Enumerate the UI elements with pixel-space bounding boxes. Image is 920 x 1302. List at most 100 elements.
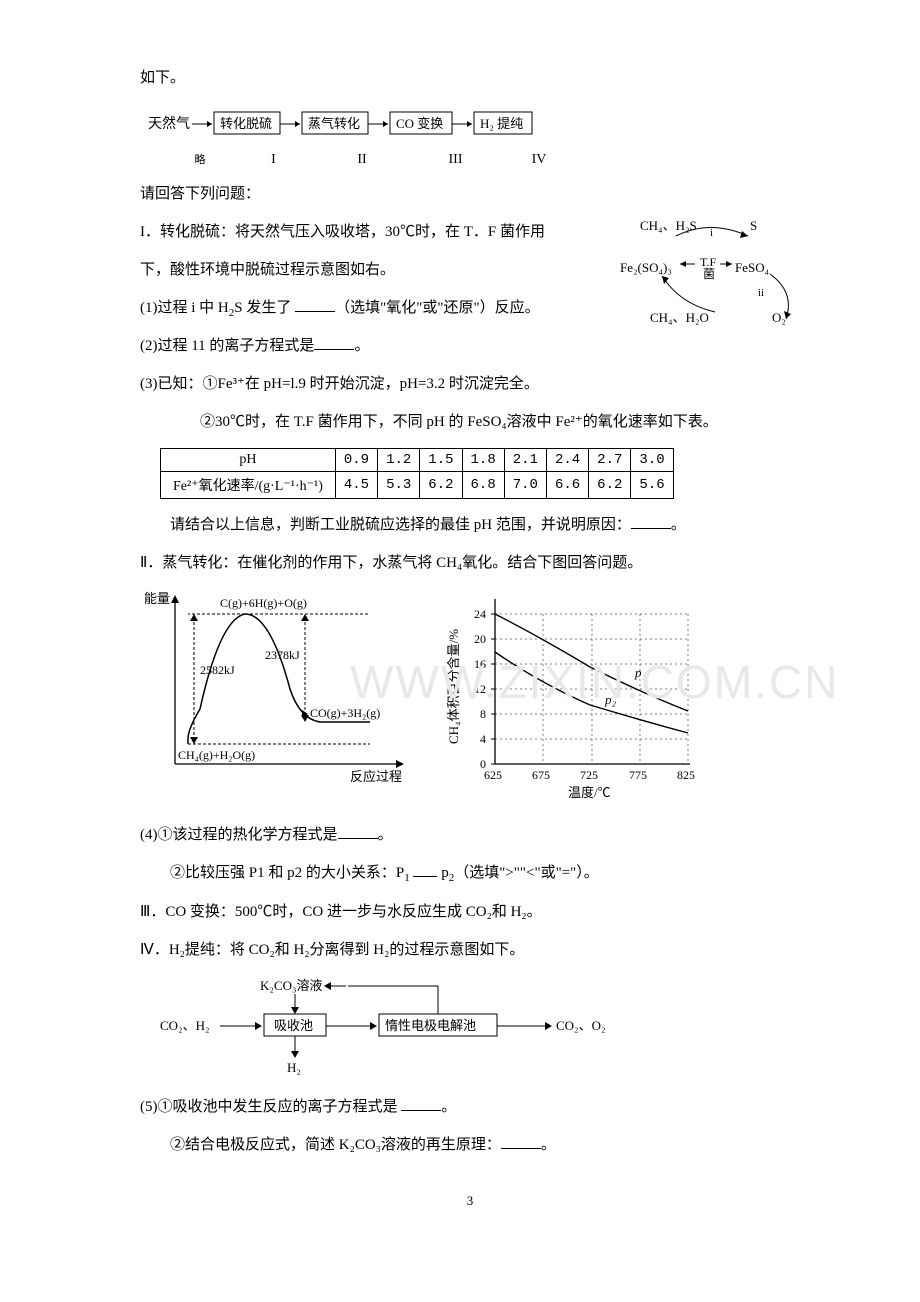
td: 0.9	[335, 449, 377, 472]
q5a: (5)①吸收池中发生反应的离子方程式是 。	[140, 1089, 800, 1125]
c2-ylabel: CH₄体积百分含量/%	[446, 629, 461, 744]
table-row-rate: Fe²⁺氧化速率/(g·L⁻¹·h⁻¹) 4.5 5.3 6.2 6.8 7.0…	[161, 472, 674, 499]
q4a: (4)①该过程的热化学方程式是 。	[140, 817, 800, 853]
ph-table: pH 0.9 1.2 1.5 1.8 2.1 2.4 2.7 3.0 Fe²⁺氧…	[160, 448, 674, 499]
td: 2.7	[589, 449, 631, 472]
q4b-suffix: （选填">""<"或"="）。	[454, 865, 599, 881]
q4b: ②比较压强 P1 和 p2 的大小关系：P1 p2（选填">""<"或"="）。	[140, 855, 800, 891]
flow-roman-2: III	[411, 152, 501, 168]
c1-reactant: CH₄(g)+H₂O(g)	[178, 748, 255, 762]
intro-text: 如下。	[140, 60, 800, 96]
flow-step-0: 转化脱硫	[220, 116, 272, 131]
rf-top-right: S	[750, 218, 757, 233]
td: 6.8	[462, 472, 504, 499]
td: 2.4	[546, 449, 588, 472]
q3b: ②30℃时，在 T.F 菌作用下，不同 pH 的 FeSO₄溶液中 Fe²⁺的氧…	[140, 404, 800, 440]
energy-chart: 能量 反应过程 C(g)+6H(g)+O(g) 2582kJ 2378kJ CO…	[140, 589, 420, 809]
q3a: (3)已知：①Fe³⁺在 pH=l.9 时开始沉淀，pH=3.2 时沉淀完全。	[140, 366, 800, 402]
table-row-ph: pH 0.9 1.2 1.5 1.8 2.1 2.4 2.7 3.0	[161, 449, 674, 472]
right-cycle-figure: CH₄、H₂S S i Fe₂(SO₄)₃ T.F 菌 FeSO₄ ii CH₄…	[620, 214, 800, 339]
c2-p1	[495, 614, 688, 711]
c1-ylabel: 能量	[144, 591, 170, 606]
svg-text:4: 4	[480, 732, 486, 746]
bd-h2: H₂	[287, 1060, 301, 1075]
q3c: 请结合以上信息，判断工业脱硫应选择的最佳 pH 范围，并说明原因：。	[140, 507, 800, 543]
td: 1.2	[378, 449, 420, 472]
c1-xlabel: 反应过程	[350, 769, 402, 784]
q4b-prefix: ②比较压强 P1 和 p2 的大小关系：P	[170, 865, 404, 881]
flow-roman-pre: 略	[170, 151, 230, 167]
q2-prefix: (2)过程 11 的离子方程式是	[140, 338, 314, 354]
s2-title: Ⅱ．蒸气转化：在催化剂的作用下，水蒸气将 CH₄氧化。结合下图回答问题。	[140, 545, 800, 581]
svg-text:8: 8	[480, 707, 486, 721]
page-number: 3	[140, 1193, 800, 1209]
flow-diagram: 天然气 转化脱硫 蒸气转化 CO 变换 H₂ 提纯 略 I II III IV	[140, 106, 800, 168]
svg-text:16: 16	[474, 657, 486, 671]
s3: Ⅲ．CO 变换：500℃时，CO 进一步与水反应生成 CO₂和 H₂。	[140, 894, 800, 930]
rf-mid-left: Fe₂(SO₄)₃	[620, 260, 672, 275]
td: 4.5	[335, 472, 377, 499]
td: 1.8	[462, 449, 504, 472]
flow-input: 天然气	[148, 115, 190, 132]
flow-step-2: CO 变换	[396, 116, 443, 131]
q1-blank	[295, 297, 335, 312]
q5a-prefix: (5)①吸收池中发生反应的离子方程式是	[140, 1099, 398, 1115]
bd-box2: 惰性电极电解池	[385, 1018, 476, 1033]
th-ph: pH	[161, 449, 336, 472]
q5a-blank	[401, 1096, 441, 1111]
svg-text:675: 675	[532, 768, 550, 782]
c2-p1-label: p₁	[634, 665, 646, 680]
q3c-blank	[631, 514, 671, 529]
c1-product: CO(g)+3H₂(g)	[310, 706, 380, 720]
flow-roman-3: IV	[504, 152, 574, 168]
c2-p2-label: p₂	[604, 692, 617, 707]
c2-xticks: 625 675 725 775 825	[484, 768, 695, 782]
svg-text:12: 12	[474, 682, 486, 696]
q1-prefix: (1)过程 i 中 H	[140, 300, 229, 316]
flow-step-1: 蒸气转化	[308, 116, 360, 131]
th-rate: Fe²⁺氧化速率/(g·L⁻¹·h⁻¹)	[161, 472, 336, 499]
c1-right-e: 2378kJ	[265, 648, 300, 662]
q3c-suffix: 。	[671, 517, 686, 533]
td: 6.6	[546, 472, 588, 499]
q5a-suffix: 。	[441, 1099, 456, 1115]
rf-mid-center-bot: 菌	[703, 267, 715, 281]
td: 5.3	[378, 472, 420, 499]
c1-left-e: 2582kJ	[200, 663, 235, 677]
flow-romans: 略 I II III IV	[170, 151, 800, 168]
q1-suffix: （选填"氧化"或"还原"）反应。	[335, 300, 540, 316]
c2-xlabel: 温度/℃	[568, 785, 611, 800]
c2-grid	[495, 614, 690, 764]
q5b-prefix: ②结合电极反应式，简述 K₂CO₃溶液的再生原理：	[170, 1137, 501, 1153]
q4a-blank	[338, 824, 378, 839]
q5b: ②结合电极反应式，简述 K₂CO₃溶液的再生原理： 。	[140, 1127, 800, 1163]
q4b-mid2: p	[437, 865, 448, 881]
c1-peak: C(g)+6H(g)+O(g)	[220, 596, 307, 610]
svg-text:825: 825	[677, 768, 695, 782]
q1-mid: S 发生了	[234, 300, 291, 316]
td: 6.2	[589, 472, 631, 499]
flow-roman-0: I	[234, 152, 314, 168]
q5b-suffix: 。	[541, 1137, 556, 1153]
c2-yticks: 0 4 8 12 16 20 24	[474, 607, 495, 771]
rf-bot-right: O₂	[772, 310, 786, 325]
td: 6.2	[420, 472, 462, 499]
q2-blank	[314, 335, 354, 350]
svg-text:725: 725	[580, 768, 598, 782]
prompt-line: 请回答下列问题：	[140, 176, 800, 212]
bottom-diagram: K₂CO₃溶液 CO₂、H₂ 吸收池 惰性电极电解池 CO₂、O₂ H₂	[160, 976, 800, 1081]
q2-suffix: 。	[354, 338, 369, 354]
line-chart: 0 4 8 12 16 20 24	[440, 589, 710, 809]
td: 3.0	[631, 449, 673, 472]
svg-text:775: 775	[629, 768, 647, 782]
td: 5.6	[631, 472, 673, 499]
q4a-suffix: 。	[378, 827, 393, 843]
td: 7.0	[504, 472, 546, 499]
td: 2.1	[504, 449, 546, 472]
svg-text:20: 20	[474, 632, 486, 646]
q4b-blank	[413, 862, 437, 877]
bd-k2co3: K₂CO₃溶液	[260, 978, 323, 993]
flow-roman-1: II	[317, 152, 407, 168]
td: 1.5	[420, 449, 462, 472]
q4a-prefix: (4)①该过程的热化学方程式是	[140, 827, 338, 843]
